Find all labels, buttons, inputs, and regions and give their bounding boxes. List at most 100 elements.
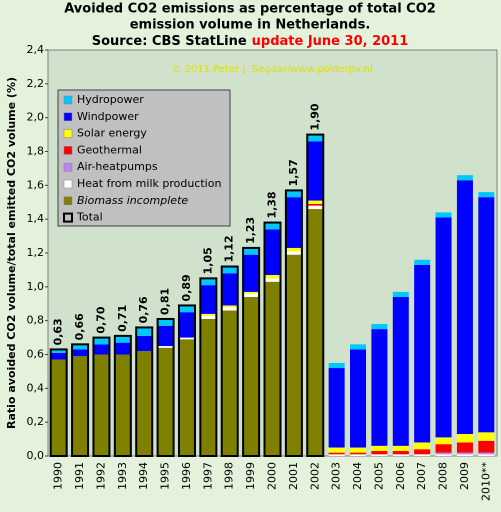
x-tick-label: 2000 [266,462,279,490]
bar-segment [114,342,131,355]
bar-segment [114,354,131,456]
bar-segment [50,359,67,456]
y-tick-label: 2,0 [27,111,45,124]
bar-segment [371,450,388,455]
bar-segment [72,349,89,357]
y-tick-label: 1,8 [27,145,45,158]
chart-title: emission volume in Netherlands. [130,18,371,33]
legend-swatch [63,196,73,206]
total-outline [263,221,282,457]
total-label: 0,70 [94,306,107,333]
legend: Hydropower Windpower Solar energy Geotherma… [57,89,231,227]
bar-segment [307,200,324,204]
bar-segment [264,222,281,230]
y-axis-label: Ratio avoided CO2 volume/total emitted C… [5,77,18,429]
bar-segment [478,452,495,455]
bar-segment [392,296,409,446]
bar-segment [307,203,324,206]
x-tick-label: 1996 [180,462,193,490]
bar-segment [307,134,324,142]
total-label: 0,89 [180,274,193,301]
chart-subtitle: Source: CBS StatLine update June 30, 2011 [92,34,409,49]
bar-segment [350,447,367,453]
bar-segment [200,278,217,286]
bar-segment [435,212,452,218]
bar-segment [93,354,110,456]
total-outline [49,348,68,457]
bar-segment [414,259,431,265]
bar-segment [350,454,367,456]
legend-label: Solar energy [77,127,147,140]
bar-segment [307,205,324,210]
total-outline [220,265,239,457]
y-tick-label: 1,6 [27,178,45,191]
total-outline [71,343,90,458]
legend-swatch [63,112,73,122]
bar-segment [157,346,174,348]
bar-segment [243,291,260,294]
bar-segment [285,254,302,456]
bar-segment [328,447,345,453]
legend-label: Windpower [77,110,139,123]
y-tick-label: 0,4 [27,381,45,394]
bar-segment [200,285,217,314]
legend-swatch [63,146,73,155]
bar-segment [72,344,89,350]
total-label: 1,90 [308,103,321,130]
legend-label: Hydropower [77,93,144,106]
x-tick-label: 2003 [330,462,343,490]
legend-swatch [63,95,73,105]
legend-label: Total [76,211,103,224]
legend-swatch [63,212,73,223]
bar-segment [414,442,431,450]
bar-segment [414,454,431,456]
y-tick-label: 1,0 [27,280,45,293]
bar-segment [93,344,110,355]
x-tick-label: 2005 [372,462,385,490]
bar-segment [243,296,260,456]
bar-segment [435,444,452,453]
bar-segment [285,251,302,255]
bar-segment [221,273,238,306]
x-tick-label: 1994 [137,462,150,490]
legend-label: Geothermal [77,143,142,156]
bar-segment [456,454,473,456]
bar-segment [478,440,495,453]
bar-segment [328,452,345,455]
bar-segment [50,349,67,353]
bar-segment [285,247,302,252]
bar-segment [307,209,324,456]
total-outline [156,317,175,457]
total-label: 1,12 [223,235,236,262]
subtitle: Source: CBS StatLine [92,34,247,49]
bar-segment [456,175,473,181]
x-tick-label: 2001 [287,462,300,490]
total-label: 0,66 [73,313,86,340]
bar-segment [243,247,260,255]
total-label: 0,76 [137,296,150,323]
y-tick-label: 2,4 [27,43,45,56]
bar-segment [435,454,452,456]
bar-segment [456,434,473,443]
bar-segment [478,192,495,198]
total-outline [199,277,218,457]
bar-segment [264,229,281,275]
bar-segment [435,452,452,455]
total-label: 1,23 [244,217,257,244]
bar-segment [392,454,409,456]
bar-segment [478,197,495,433]
bar-segment [157,325,174,347]
x-tick-label: 2002 [308,462,321,490]
bar-segment [178,312,195,338]
total-outline [92,336,111,458]
bar-segment [435,437,452,445]
bar-segment [221,307,238,311]
x-tick-label: 1995 [159,462,172,490]
bar-segment [136,327,153,336]
bar-segment [456,442,473,453]
total-outline [242,246,261,457]
bar-segment [435,217,452,438]
x-tick-label: 1998 [223,462,236,490]
bar-segment [221,266,238,274]
y-tick-label: 0,2 [27,415,45,428]
